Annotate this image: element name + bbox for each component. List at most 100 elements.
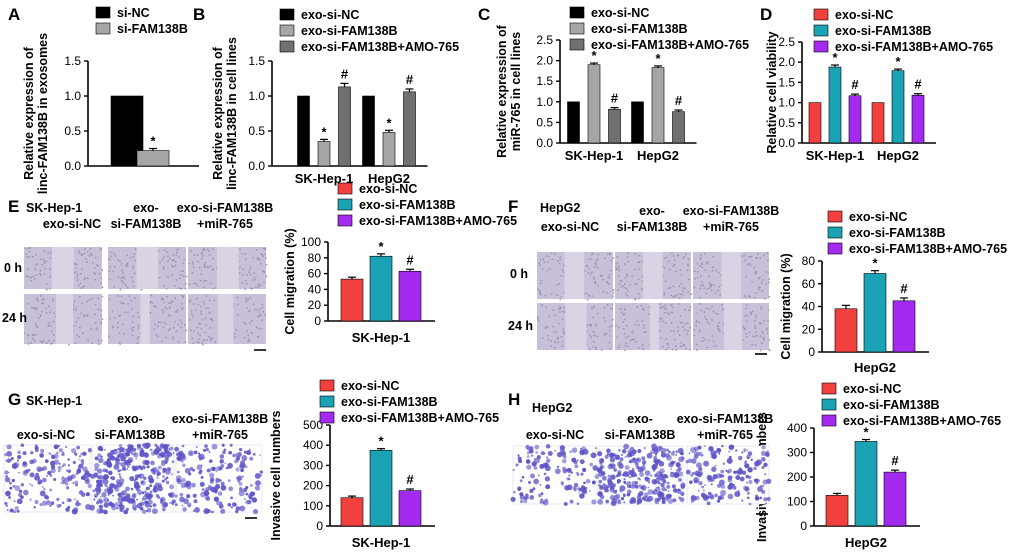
scratch-gap [721, 252, 742, 299]
cell-speckle [200, 313, 202, 315]
invaded-cell [761, 466, 765, 469]
cell-speckle [636, 319, 638, 322]
cell-speckle [722, 323, 725, 325]
cell-speckle [603, 316, 605, 319]
cell-speckle [703, 311, 706, 313]
y-axis-label: miR-765 in cell lines [509, 32, 523, 152]
cell-speckle [677, 330, 679, 332]
invaded-cell [165, 480, 170, 485]
cell-speckle [180, 274, 183, 276]
cell-speckle [157, 325, 159, 327]
cell-speckle [96, 264, 98, 267]
invaded-cell [162, 475, 165, 478]
cell-speckle [132, 265, 134, 267]
cell-speckle [262, 254, 264, 256]
cell-speckle [153, 328, 155, 331]
invaded-cell [604, 454, 609, 459]
panel-label: A [8, 5, 20, 24]
cell-speckle [593, 334, 595, 337]
invaded-cell [96, 468, 103, 474]
column-header-mir-765: +miR-765 [192, 428, 248, 442]
cell-speckle [246, 299, 249, 302]
invaded-cell [97, 446, 102, 450]
y-tick-label: 1.0 [778, 96, 795, 110]
invaded-cell [236, 475, 243, 481]
cell-speckle [120, 276, 123, 279]
invaded-cell [39, 503, 43, 507]
invaded-cell [109, 455, 114, 460]
cell-speckle [612, 295, 614, 297]
cell-speckle [97, 343, 100, 345]
y-tick-label: 0.0 [64, 159, 81, 173]
cell-speckle [751, 255, 753, 258]
cell-speckle [542, 258, 545, 260]
invaded-cell [181, 478, 186, 483]
cell-speckle [214, 341, 216, 344]
cell-speckle [620, 311, 623, 314]
invaded-cell [145, 486, 150, 491]
invaded-cell [649, 474, 653, 477]
invaded-cell [104, 499, 106, 502]
invaded-cell [663, 480, 667, 484]
cell-speckle [558, 262, 561, 265]
invaded-cell [117, 492, 122, 497]
cell-speckle [634, 324, 637, 326]
cell-speckle [182, 270, 185, 273]
significance-hash: # [406, 252, 414, 267]
cell-speckle [51, 342, 53, 344]
invaded-cell [220, 508, 226, 514]
x-category-label: HepG2 [368, 171, 410, 186]
cell-speckle [184, 287, 187, 290]
invaded-cell [748, 502, 752, 506]
significance-asterisk: * [832, 50, 838, 65]
invaded-cell [164, 477, 167, 481]
cell-speckle [151, 301, 154, 304]
row-label-0h: 0 h [4, 261, 22, 275]
cell-speckle [211, 269, 214, 271]
cell-speckle [608, 283, 610, 285]
cell-speckle [590, 336, 592, 338]
invaded-cell [545, 485, 549, 489]
cell-speckle [585, 330, 588, 333]
invaded-cell [159, 496, 166, 503]
legend-swatch [279, 40, 295, 53]
cell-speckle [112, 326, 114, 329]
invaded-cell [28, 468, 31, 472]
invaded-cell [217, 491, 223, 496]
cell-speckle [88, 299, 91, 301]
scratch-gap [216, 247, 239, 289]
cell-speckle [261, 306, 264, 309]
invaded-cell [111, 494, 114, 497]
cell-speckle [249, 322, 251, 324]
cell-speckle [90, 328, 92, 330]
legend-swatch [337, 182, 353, 195]
cell-speckle [708, 308, 711, 310]
cell-speckle [641, 343, 644, 346]
cell-speckle [161, 340, 163, 343]
invaded-cell [245, 492, 249, 496]
y-tick-label: 60 [308, 267, 322, 281]
panel-label: B [193, 5, 205, 24]
significance-asterisk: * [378, 239, 384, 254]
invaded-cell [94, 462, 100, 469]
cell-speckle [135, 248, 137, 251]
cell-speckle [645, 331, 647, 333]
cell-speckle [608, 329, 611, 332]
cell-speckle [674, 295, 677, 298]
legend-label: exo-si-NC [835, 8, 893, 22]
invaded-cell [138, 485, 141, 488]
cell-speckle [248, 340, 251, 342]
invaded-cell [92, 489, 96, 493]
bar [672, 111, 685, 144]
cell-speckle [257, 335, 260, 338]
cell-speckle [663, 267, 666, 269]
invaded-cell [708, 493, 714, 499]
cell-speckle [558, 283, 561, 285]
cell-speckle [559, 298, 562, 301]
cell-speckle [595, 347, 597, 349]
cell-speckle [755, 314, 758, 317]
cell-speckle [91, 342, 93, 344]
invaded-cell [675, 450, 679, 453]
cell-speckle [132, 256, 134, 258]
invaded-cell [576, 471, 579, 475]
